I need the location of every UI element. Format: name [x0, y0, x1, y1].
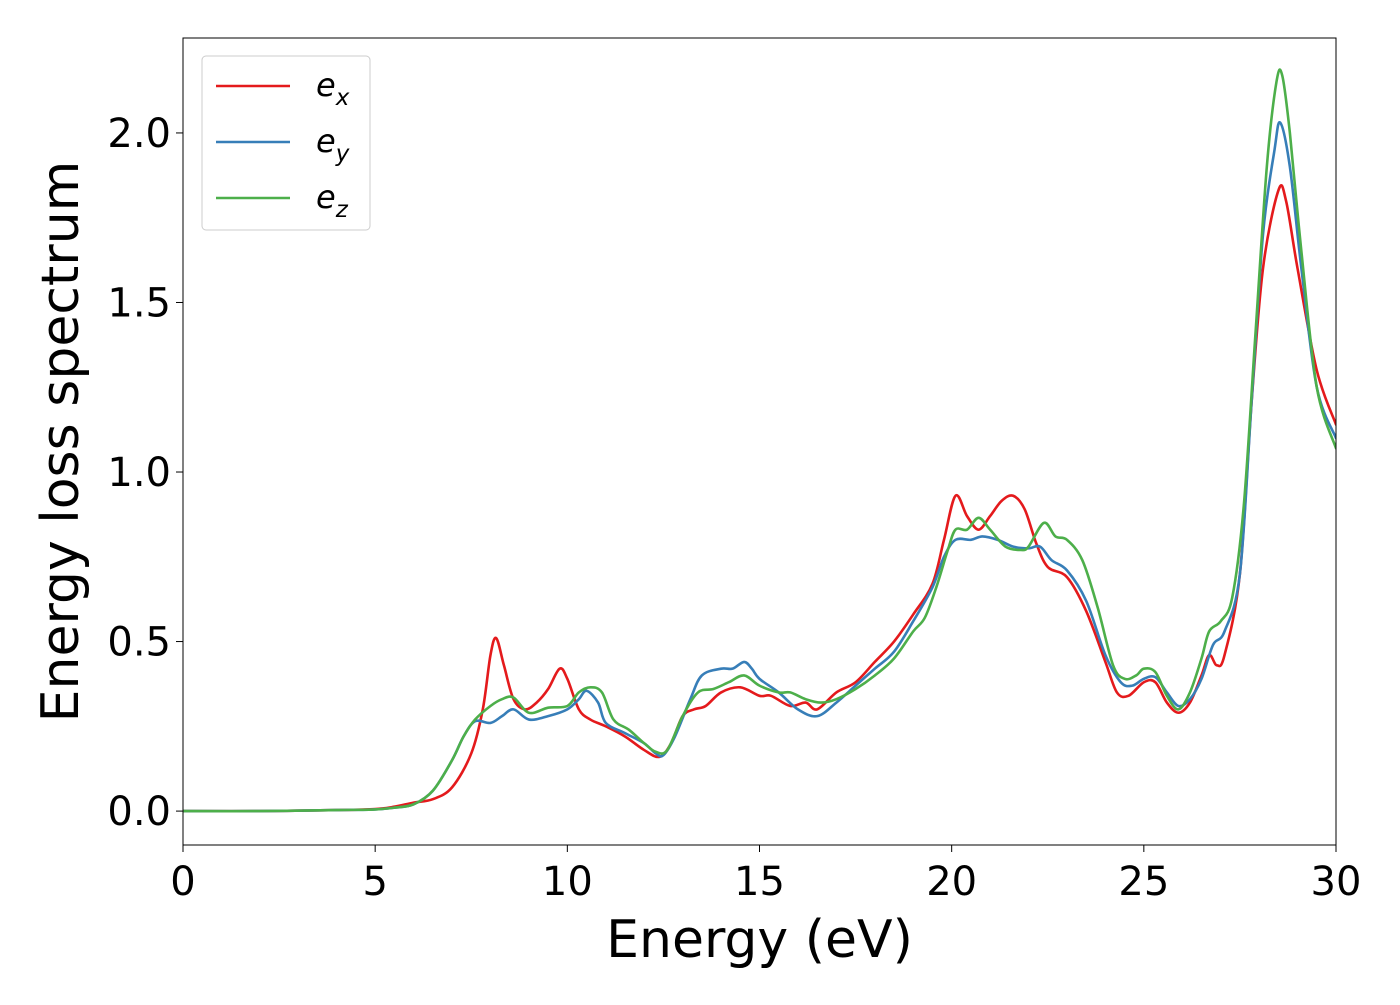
y-axis-ticks: 0.0 0.5 1.0 1.5 2.0	[107, 111, 183, 835]
legend: ex ey ez	[201, 55, 371, 231]
y-tick-label: 2.0	[107, 111, 171, 157]
y-axis-label: Energy loss spectrum	[31, 161, 91, 723]
x-tick-label: 25	[1118, 859, 1169, 905]
x-axis-ticks: 0 5 10 15 20 25 30	[170, 845, 1361, 905]
legend-label-y: ey	[316, 122, 350, 167]
x-tick-label: 30	[1311, 859, 1362, 905]
series-layer	[183, 68, 1336, 813]
x-axis-label: Energy (eV)	[606, 910, 913, 970]
y-tick-label: 0.0	[107, 789, 171, 835]
x-tick-label: 15	[734, 859, 785, 905]
y-tick-label: 1.5	[107, 280, 171, 326]
y-tick-label: 1.0	[107, 450, 171, 496]
x-tick-label: 0	[170, 859, 195, 905]
x-tick-label: 10	[542, 859, 593, 905]
series-line-z	[183, 68, 1336, 813]
x-tick-label: 20	[926, 859, 977, 905]
legend-label-x: ex	[316, 66, 350, 111]
legend-label-z: ez	[316, 178, 349, 223]
series-line-y	[183, 121, 1336, 813]
x-tick-label: 5	[362, 859, 387, 905]
y-tick-label: 0.5	[107, 620, 171, 666]
